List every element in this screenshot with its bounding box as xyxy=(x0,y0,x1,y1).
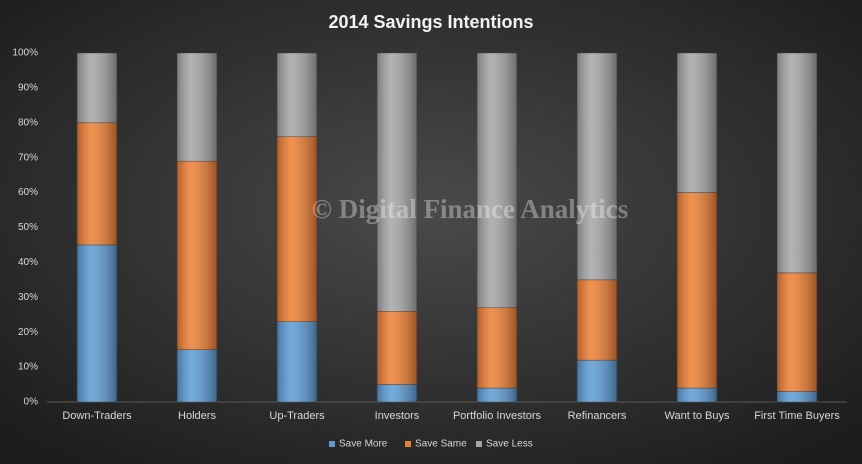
x-tick-label: Holders xyxy=(178,410,216,422)
bar-shading xyxy=(377,384,417,402)
bar-shading xyxy=(777,53,817,273)
watermark: © Digital Finance Analytics xyxy=(312,194,628,224)
bar-shading xyxy=(177,349,217,402)
x-tick-label: Down-Traders xyxy=(62,410,132,422)
bar-shading xyxy=(177,53,217,162)
x-tick-label: Refinancers xyxy=(568,410,627,422)
bar-shading xyxy=(77,244,117,402)
y-tick-label: 70% xyxy=(18,152,38,163)
x-tick-label: Up-Traders xyxy=(269,410,325,422)
y-tick-label: 40% xyxy=(18,257,38,268)
bar-shading xyxy=(777,391,817,402)
bar-shading xyxy=(377,311,417,385)
bar-shading xyxy=(677,53,717,193)
y-tick-label: 80% xyxy=(18,117,38,128)
legend-swatch xyxy=(476,441,482,447)
bar-shading xyxy=(577,360,617,402)
y-tick-label: 90% xyxy=(18,83,38,94)
legend-swatch xyxy=(329,441,335,447)
x-tick-label: Investors xyxy=(375,410,420,422)
bar-shading xyxy=(77,53,117,123)
legend-label: Save Less xyxy=(486,439,533,450)
bar-shading xyxy=(477,53,517,308)
bar-shading xyxy=(277,321,317,402)
legend-label: Save Same xyxy=(415,439,467,450)
x-tick-label: Want to Buys xyxy=(664,410,730,422)
bar-shading xyxy=(677,388,717,402)
bar-shading xyxy=(477,388,517,402)
y-tick-label: 60% xyxy=(18,187,38,198)
plot: 0% 10% 20% 30% 40% 50% 60% 70% 80% 90% 100% Down-Tr… xyxy=(12,48,847,450)
y-tick-label: 100% xyxy=(12,48,38,59)
y-tick-label: 30% xyxy=(18,292,38,303)
chart-title: 2014 Savings Intentions xyxy=(328,12,533,32)
bar-shading xyxy=(277,53,317,137)
bar-shading xyxy=(377,53,417,312)
bar-shading xyxy=(677,192,717,389)
bar-shading xyxy=(577,279,617,361)
bar-shading xyxy=(777,272,817,392)
bar-shading xyxy=(477,307,517,389)
legend-swatch xyxy=(405,441,411,447)
x-tick-label: First Time Buyers xyxy=(754,410,840,422)
bar-shading xyxy=(277,136,317,322)
y-tick-label: 50% xyxy=(18,222,38,233)
x-tick-label: Portfolio Investors xyxy=(453,410,542,422)
bar-shading xyxy=(177,161,217,350)
bar-shading xyxy=(77,122,117,245)
y-tick-label: 0% xyxy=(24,397,39,408)
y-tick-label: 10% xyxy=(18,362,38,373)
legend-label: Save More xyxy=(339,439,388,450)
bar-shading xyxy=(577,53,617,280)
y-tick-label: 20% xyxy=(18,327,38,338)
